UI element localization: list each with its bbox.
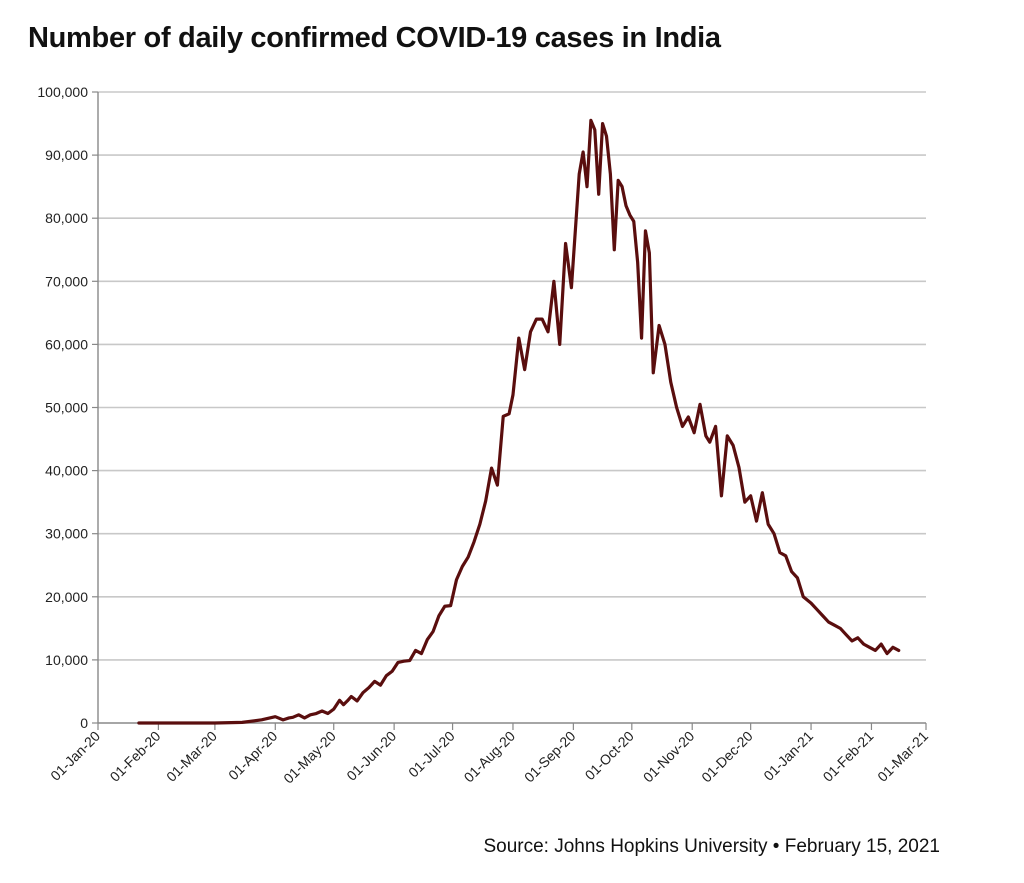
- y-tick-label: 20,000: [45, 589, 88, 605]
- x-tick-label: 01-Oct-20: [582, 728, 637, 783]
- grid-lines: [98, 91, 926, 661]
- x-tick-label: 01-Dec-20: [698, 728, 756, 786]
- y-tick-label: 70,000: [45, 273, 88, 289]
- series-line: [137, 118, 901, 725]
- x-tick-label: 01-Mar-21: [874, 728, 931, 785]
- chart-title: Number of daily confirmed COVID-19 cases…: [28, 22, 721, 54]
- x-tick-label: 01-Jun-20: [343, 728, 399, 784]
- y-tick-label: 0: [80, 715, 88, 731]
- x-tick-label: 01-Feb-20: [107, 728, 164, 785]
- x-tick-label: 01-May-20: [280, 728, 339, 787]
- y-tick-label: 50,000: [45, 400, 88, 416]
- y-tick-label: 90,000: [45, 147, 88, 163]
- y-tick-label: 80,000: [45, 210, 88, 226]
- x-tick-label: 01-Apr-20: [225, 728, 280, 783]
- y-axis-ticks: 0 10,000 20,000 30,000 40,000 50,000 60,000 70,…: [37, 84, 98, 731]
- y-tick-label: 40,000: [45, 463, 88, 479]
- x-axis-ticks: 01-Jan-20 01-Feb-20 01-Mar-20 01-Apr-20 01-M…: [47, 723, 931, 786]
- x-tick-label: 01-Nov-20: [640, 728, 698, 786]
- y-tick-label: 30,000: [45, 526, 88, 542]
- x-tick-label: 01-Sep-20: [521, 728, 579, 786]
- x-tick-label: 01-Feb-21: [820, 728, 877, 785]
- x-tick-label: 01-Jan-21: [760, 728, 816, 784]
- y-tick-label: 60,000: [45, 336, 88, 352]
- source-note: Source: Johns Hopkins University • Febru…: [483, 836, 940, 857]
- y-tick-label: 10,000: [45, 652, 88, 668]
- x-tick-label: 01-Jan-20: [47, 728, 103, 784]
- x-tick-label: 01-Mar-20: [163, 728, 220, 785]
- x-tick-label: 01-Jul-20: [405, 728, 458, 781]
- y-tick-label: 100,000: [37, 84, 88, 100]
- x-tick-label: 01-Aug-20: [461, 728, 519, 786]
